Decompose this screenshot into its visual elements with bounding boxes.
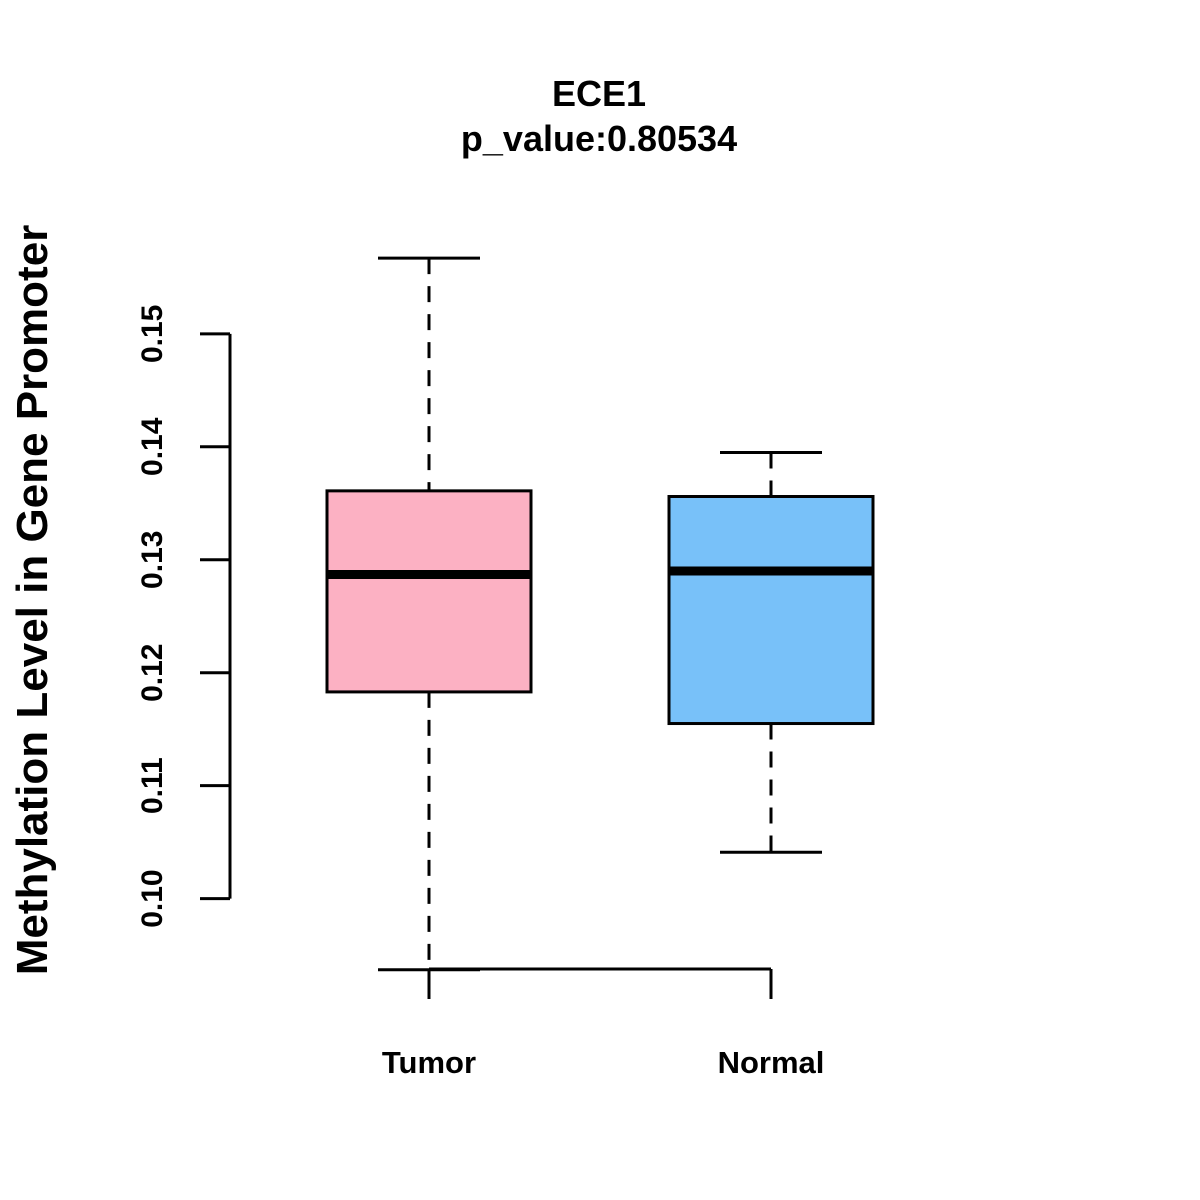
y-tick-label: 0.14 [136,417,169,476]
x-tick-label: Tumor [382,1045,476,1080]
x-axis: Tumor Normal [382,967,825,1080]
y-axis-label: Methylation Level in Gene Promoter [8,225,57,976]
y-tick-label: 0.15 [136,305,169,363]
x-tick-label: Normal [718,1045,825,1080]
box-normal [667,450,875,854]
box-iqr [325,489,533,694]
box-tumor [325,256,533,972]
chart-title: ECE1 [552,73,646,114]
y-tick-label: 0.12 [136,644,169,702]
chart-subtitle: p_value:0.80534 [461,118,737,159]
box-iqr [667,495,875,726]
y-tick-label: 0.11 [136,757,169,814]
y-tick-label: 0.10 [136,869,169,927]
y-axis: 0.10 0.11 0.12 0.13 0.14 0.15 [136,305,232,928]
boxes [325,256,875,972]
y-tick-label: 0.13 [136,531,169,589]
